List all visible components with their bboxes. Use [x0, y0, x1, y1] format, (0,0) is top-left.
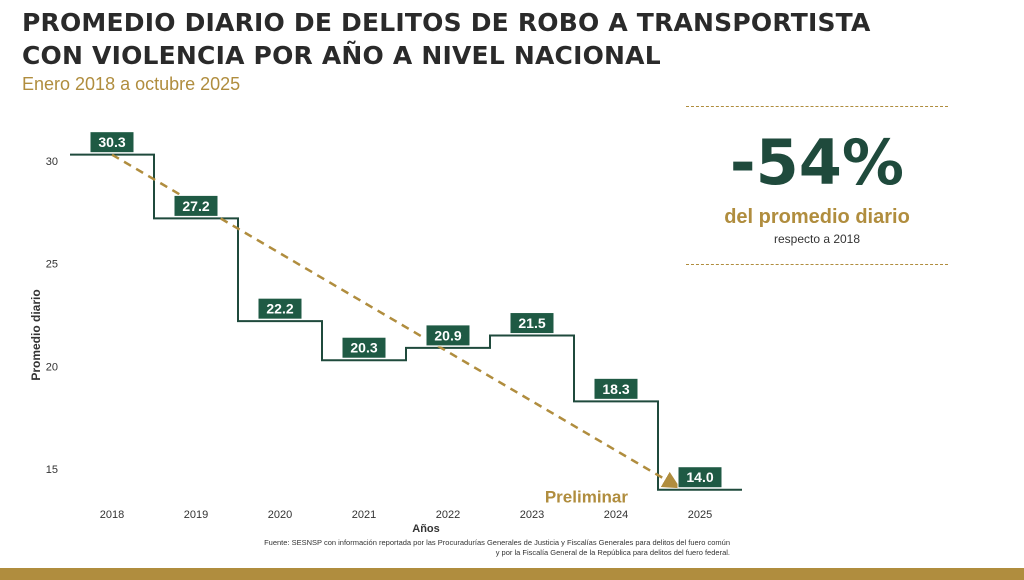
bottom-accent-bar: [0, 568, 1024, 580]
x-tick-label: 2018: [100, 509, 124, 521]
data-label-box: [341, 336, 387, 359]
trend-arrow: [111, 153, 681, 489]
summary-divider-bottom: [686, 264, 948, 265]
y-tick-label: 15: [46, 464, 58, 476]
x-tick-label: 2021: [352, 509, 376, 521]
trend-label: Preliminar: [545, 488, 629, 507]
data-label-box: [89, 131, 135, 154]
data-label: 22.2: [266, 301, 293, 317]
data-label-box: [257, 297, 303, 320]
data-label: 14.0: [686, 469, 713, 485]
data-label: 20.9: [434, 327, 461, 343]
data-label-box: [593, 377, 639, 400]
source-line-1: Fuente: SESNSP con información reportada…: [264, 538, 730, 547]
y-axis-title: Promedio diario: [29, 289, 43, 380]
y-tick-label: 20: [46, 361, 58, 373]
x-tick-label: 2019: [184, 509, 208, 521]
chart-title-line-1: PROMEDIO DIARIO DE DELITOS DE ROBO A TRA…: [22, 8, 871, 37]
x-tick-label: 2025: [688, 509, 712, 521]
series-step-line: [70, 153, 742, 491]
summary-panel: -54% del promedio diario respecto a 2018: [686, 106, 948, 266]
y-tick-label: 25: [46, 259, 58, 271]
chart-title: PROMEDIO DIARIO DE DELITOS DE ROBO A TRA…: [22, 6, 871, 72]
data-label: 27.2: [182, 198, 209, 214]
chart-subtitle: Enero 2018 a octubre 2025: [22, 74, 241, 94]
data-label-box: [425, 324, 471, 347]
x-tick-label: 2024: [604, 509, 628, 521]
summary-label: del promedio diario: [724, 206, 910, 228]
data-label: 18.3: [602, 381, 629, 397]
source-line-2: y por la Fiscalía General de la Repúblic…: [495, 548, 730, 557]
x-tick-label: 2023: [520, 509, 544, 521]
summary-note: respecto a 2018: [773, 232, 861, 246]
chart-title-line-2: CON VIOLENCIA POR AÑO A NIVEL NACIONAL: [22, 41, 661, 70]
summary-divider-top: [686, 106, 948, 107]
data-label-box: [173, 194, 219, 217]
x-axis-title: Años: [412, 523, 440, 535]
x-tick-label: 2022: [436, 509, 460, 521]
data-label: 21.5: [518, 315, 545, 331]
data-label-box: [677, 466, 723, 489]
source-note: Fuente: SESNSP con información reportada…: [180, 538, 730, 558]
y-tick-label: 30: [46, 156, 58, 168]
data-label: 30.3: [98, 134, 125, 150]
x-tick-label: 2020: [268, 509, 292, 521]
data-label: 20.3: [350, 340, 377, 356]
summary-percent-change: -54%: [729, 126, 905, 199]
data-label-box: [509, 312, 555, 335]
